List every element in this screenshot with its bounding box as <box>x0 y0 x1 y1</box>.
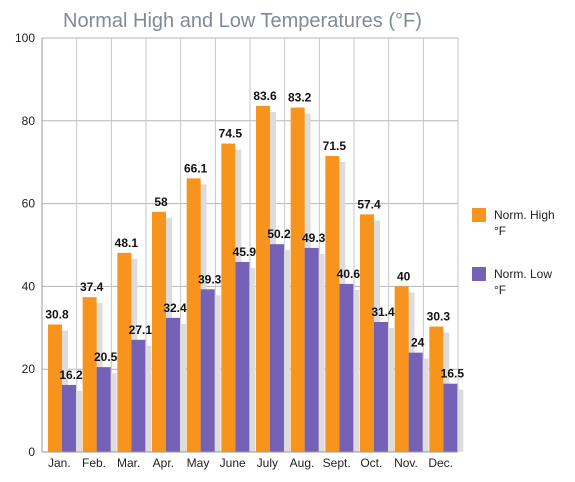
data-label-high: 57.4 <box>357 197 381 211</box>
x-tick-label: Sept. <box>323 456 351 470</box>
bar-norm-low <box>374 322 388 452</box>
x-tick-label: July <box>257 456 278 470</box>
bar-norm-high <box>429 326 444 452</box>
x-tick-label: May <box>187 456 210 470</box>
chart-title: Normal High and Low Temperatures (°F) <box>63 10 422 32</box>
bar-norm-high <box>290 107 305 452</box>
data-label-low: 49.3 <box>302 231 326 245</box>
bar-norm-high <box>82 297 97 452</box>
data-label-low: 27.1 <box>129 323 153 337</box>
bar-norm-low <box>200 289 215 452</box>
y-tick-label: 100 <box>15 31 35 45</box>
bar-norm-high <box>325 155 340 453</box>
bar-norm-high <box>256 105 270 453</box>
x-tick-label: Nov. <box>394 456 418 470</box>
bar-norm-high <box>221 143 236 452</box>
y-tick-label: 80 <box>22 114 36 128</box>
legend-label: °F <box>494 283 506 297</box>
legend-swatch <box>472 208 486 222</box>
data-label-low: 20.5 <box>94 350 118 364</box>
bar-norm-high <box>360 214 374 452</box>
x-tick-label: Apr. <box>153 456 174 470</box>
bar-norm-high <box>394 286 409 452</box>
data-label-high: 40 <box>397 269 411 283</box>
data-label-high: 30.8 <box>45 307 69 321</box>
data-label-high: 83.6 <box>253 89 277 103</box>
y-tick-label: 40 <box>22 279 36 293</box>
bar-norm-low <box>62 384 76 452</box>
x-tick-label: June <box>220 456 246 470</box>
bar-layer <box>48 105 458 453</box>
data-label-high: 66.1 <box>184 161 208 175</box>
bar-norm-low <box>339 283 354 452</box>
bar-norm-low <box>131 339 146 452</box>
data-label-low: 16.2 <box>59 368 83 382</box>
y-tick-label: 60 <box>22 197 36 211</box>
data-label-high: 74.5 <box>219 127 243 141</box>
bar-norm-high <box>152 211 166 452</box>
bar-norm-low <box>96 367 111 452</box>
data-label-high: 48.1 <box>115 236 139 250</box>
bar-norm-high <box>186 178 201 452</box>
data-label-low: 31.4 <box>371 305 395 319</box>
bar-norm-low <box>166 317 180 452</box>
axis-layer: 0 20 40 60 80 100 Jan. Feb. Mar. Apr. May June July A… <box>15 31 458 470</box>
bar-norm-high <box>48 324 62 452</box>
data-label-high: 30.3 <box>427 310 451 324</box>
data-label-low: 32.4 <box>163 301 187 315</box>
data-label-high: 37.4 <box>80 280 104 294</box>
data-label-high: 71.5 <box>323 139 347 153</box>
bar-norm-low <box>235 261 250 452</box>
legend-label: Norm. High <box>494 208 555 222</box>
legend: Norm. High °F Norm. Low °F <box>472 208 555 297</box>
data-label-low: 39.3 <box>198 272 222 286</box>
data-label-low: 24 <box>411 336 425 350</box>
data-label-high: 58 <box>154 195 168 209</box>
bar-norm-low <box>408 352 423 452</box>
legend-label: °F <box>494 224 506 238</box>
data-label-low: 40.6 <box>337 267 361 281</box>
data-label-layer: 30.8 16.2 37.4 20.5 48.1 27.1 58 32.4 66.1 39.3 74… <box>45 89 464 382</box>
y-tick-label: 20 <box>22 362 36 376</box>
x-tick-label: Aug. <box>290 456 315 470</box>
legend-swatch <box>472 267 486 281</box>
legend-label: Norm. Low <box>494 267 552 281</box>
x-tick-label: Feb. <box>82 456 106 470</box>
data-label-low: 50.2 <box>267 227 291 241</box>
data-label-low: 45.9 <box>233 245 257 259</box>
x-tick-label: Mar. <box>117 456 140 470</box>
x-tick-label: Jan. <box>48 456 71 470</box>
data-label-low: 16.5 <box>441 367 465 381</box>
data-label-high: 83.2 <box>288 91 312 105</box>
y-tick-label: 0 <box>28 445 35 459</box>
bar-norm-high <box>117 252 132 452</box>
bar-norm-low <box>443 383 458 452</box>
bar-norm-low <box>270 244 284 452</box>
bar-norm-low <box>304 247 319 452</box>
x-tick-label: Dec. <box>428 456 453 470</box>
x-tick-label: Oct. <box>360 456 382 470</box>
